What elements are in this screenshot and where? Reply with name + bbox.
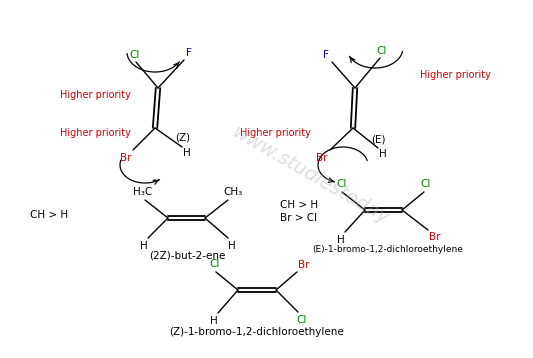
Text: Br: Br (316, 153, 328, 163)
Text: H: H (183, 148, 191, 158)
Text: H: H (337, 235, 345, 245)
Text: CH > H: CH > H (280, 200, 318, 210)
Text: (Z)-1-bromo-1,2-dichloroethylene: (Z)-1-bromo-1,2-dichloroethylene (169, 327, 344, 337)
Text: Higher priority: Higher priority (60, 128, 131, 138)
Text: Higher priority: Higher priority (420, 70, 491, 80)
Text: Cl: Cl (377, 46, 387, 56)
Text: (Z): (Z) (175, 133, 191, 143)
Text: H: H (228, 241, 236, 251)
Text: Cl: Cl (210, 259, 220, 269)
Text: Br: Br (298, 260, 310, 270)
Text: Br: Br (120, 153, 132, 163)
Text: CH > H: CH > H (30, 210, 68, 220)
Text: H: H (210, 316, 218, 326)
Text: Br: Br (429, 232, 441, 242)
Text: H: H (140, 241, 148, 251)
Text: www.studiestoday: www.studiestoday (228, 122, 392, 228)
Text: Br > Cl: Br > Cl (280, 213, 317, 223)
Text: Cl: Cl (297, 315, 307, 325)
Text: F: F (186, 48, 192, 58)
Text: F: F (323, 50, 329, 60)
Text: Cl: Cl (421, 179, 431, 189)
Text: Higher priority: Higher priority (240, 128, 311, 138)
Text: H₃C: H₃C (133, 187, 152, 197)
Text: (E)-1-bromo-1,2-dichloroethylene: (E)-1-bromo-1,2-dichloroethylene (312, 245, 463, 253)
Text: (E): (E) (371, 135, 385, 145)
Text: Higher priority: Higher priority (60, 90, 131, 100)
Text: (2Z)-but-2-ene: (2Z)-but-2-ene (149, 250, 225, 260)
Text: CH₃: CH₃ (223, 187, 243, 197)
Text: Cl: Cl (130, 50, 140, 60)
Text: Cl: Cl (337, 179, 347, 189)
Text: H: H (379, 149, 387, 159)
